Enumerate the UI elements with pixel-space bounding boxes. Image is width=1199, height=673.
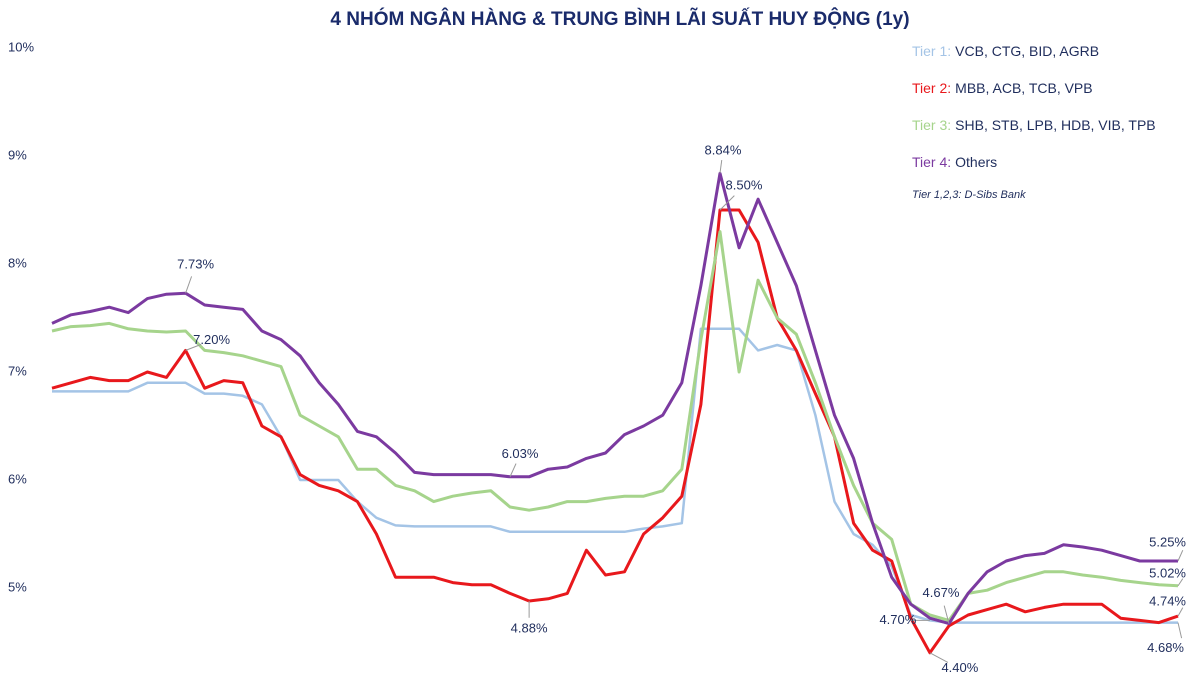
legend-members: VCB, CTG, BID, AGRB (955, 43, 1099, 59)
value-label: 4.74% (1149, 594, 1186, 609)
value-label: 7.20% (193, 332, 230, 347)
label-leader (185, 276, 193, 294)
legend-name: Tier 1: (912, 43, 951, 59)
label-leader (185, 343, 202, 351)
chart-title: 4 NHÓM NGÂN HÀNG & TRUNG BÌNH LÃI SUẤT H… (330, 8, 909, 30)
legend-members: SHB, STB, LPB, HDB, VIB, TPB (955, 117, 1155, 133)
value-label: 4.68% (1147, 640, 1184, 655)
value-label: 8.50% (726, 177, 763, 192)
value-label: 5.25% (1149, 534, 1186, 549)
value-label: 5.02% (1149, 565, 1186, 580)
y-tick-label: 9% (8, 147, 27, 162)
series-line (51, 208, 1179, 655)
legend-entry: Tier 1: VCB, CTG, BID, AGRB (912, 43, 1099, 59)
label-leader (719, 195, 735, 211)
label-leader (929, 652, 949, 663)
y-tick-label: 10% (8, 39, 34, 54)
legend-members: Others (955, 154, 997, 170)
value-label: 4.70% (879, 612, 916, 627)
label-leader (719, 160, 723, 174)
label-leader (509, 463, 517, 477)
label-leader (943, 605, 950, 624)
label-leader (1177, 549, 1184, 562)
value-label: 4.40% (941, 660, 978, 673)
series-line (51, 230, 1179, 622)
legend-name: Tier 4: (912, 154, 951, 170)
y-tick-label: 5% (8, 579, 27, 594)
legend-name: Tier 2: (912, 80, 951, 96)
label-leader (1177, 578, 1184, 587)
value-label: 7.73% (177, 257, 214, 272)
legend-entry: Tier 4: Others (912, 154, 997, 170)
series-line (51, 171, 1178, 626)
value-label: 4.88% (511, 620, 548, 635)
legend-entry: Tier 2: MBB, ACB, TCB, VPB (912, 80, 1093, 96)
legend-note: Tier 1,2,3: D-Sibs Bank (912, 189, 1026, 201)
y-tick-label: 8% (8, 255, 27, 270)
legend-entry: Tier 3: SHB, STB, LPB, HDB, VIB, TPB (912, 117, 1156, 133)
legend-members: MBB, ACB, TCB, VPB (955, 80, 1092, 96)
value-label: 8.84% (705, 143, 742, 158)
y-tick-label: 7% (8, 363, 27, 378)
value-label: 4.67% (923, 585, 960, 600)
label-leader (1177, 607, 1184, 617)
legend-name: Tier 3: (912, 117, 951, 133)
value-label: 6.03% (502, 446, 539, 461)
label-leader (1177, 622, 1183, 639)
y-tick-label: 6% (8, 471, 27, 486)
series-line (52, 327, 1178, 624)
